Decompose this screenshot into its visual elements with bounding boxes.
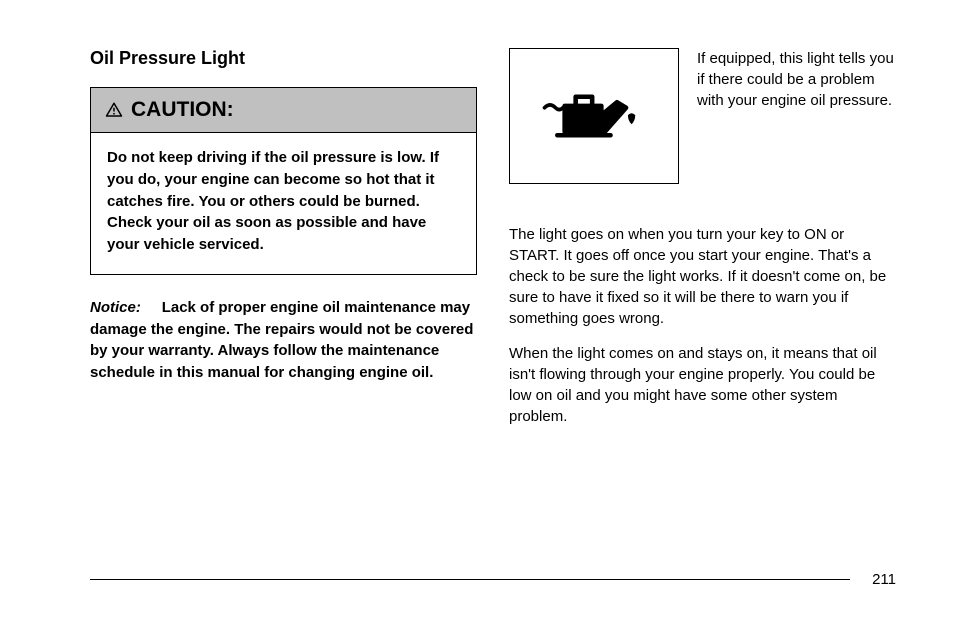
warning-triangle-icon	[105, 101, 123, 119]
caution-box: CAUTION: Do not keep driving if the oil …	[90, 87, 477, 275]
caution-label: CAUTION:	[131, 98, 234, 122]
page-content: Oil Pressure Light CAUTION: Do not keep …	[90, 48, 896, 441]
left-column: Oil Pressure Light CAUTION: Do not keep …	[90, 48, 477, 441]
body-paragraph-1: The light goes on when you turn your key…	[509, 224, 896, 329]
notice-block: Notice: Lack of proper engine oil mainte…	[90, 297, 477, 384]
page-footer: 211	[90, 571, 896, 588]
body-paragraph-2: When the light comes on and stays on, it…	[509, 343, 896, 427]
icon-and-intro: If equipped, this light tells you if the…	[509, 48, 896, 184]
right-column: If equipped, this light tells you if the…	[509, 48, 896, 441]
intro-text: If equipped, this light tells you if the…	[697, 48, 896, 111]
notice-label: Notice:	[90, 299, 141, 316]
section-title: Oil Pressure Light	[90, 48, 477, 69]
oil-can-icon	[539, 81, 649, 151]
caution-body-text: Do not keep driving if the oil pressure …	[91, 133, 476, 274]
page-number: 211	[872, 571, 896, 588]
footer-divider	[90, 579, 850, 580]
caution-header: CAUTION:	[91, 88, 476, 133]
oil-pressure-icon-frame	[509, 48, 679, 184]
